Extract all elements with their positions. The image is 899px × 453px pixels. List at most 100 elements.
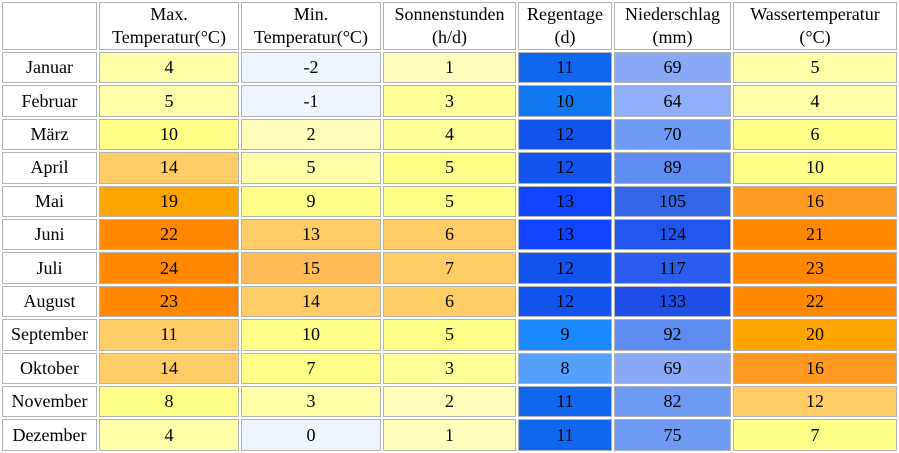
table-row: August 23 14 6 12 133 22 bbox=[2, 285, 897, 318]
month-label: September bbox=[2, 319, 97, 351]
month-label: August bbox=[2, 285, 97, 318]
water-temp-cell: 10 bbox=[733, 152, 897, 184]
precipitation-cell: 133 bbox=[614, 285, 731, 318]
precipitation-cell: 70 bbox=[614, 118, 731, 151]
precipitation-cell: 69 bbox=[614, 352, 731, 385]
rain-days-cell: 11 bbox=[518, 52, 612, 84]
column-header-min-temp: Min. Temperatur(°C) bbox=[241, 2, 381, 50]
table-row: Juli 24 15 7 12 117 23 bbox=[2, 252, 897, 284]
min-temp-cell: 15 bbox=[241, 252, 381, 284]
max-temp-cell: 8 bbox=[99, 386, 239, 418]
max-temp-cell: 14 bbox=[99, 152, 239, 184]
rain-days-cell: 13 bbox=[518, 219, 612, 251]
sunshine-cell: 5 bbox=[383, 185, 516, 218]
table-row: Januar 4 -2 1 11 69 5 bbox=[2, 52, 897, 84]
table-row: Juni 22 13 6 13 124 21 bbox=[2, 219, 897, 251]
water-temp-cell: 16 bbox=[733, 352, 897, 385]
sunshine-cell: 3 bbox=[383, 85, 516, 117]
min-temp-cell: 3 bbox=[241, 386, 381, 418]
water-temp-cell: 23 bbox=[733, 252, 897, 284]
table-row: Mai 19 9 5 13 105 16 bbox=[2, 185, 897, 218]
max-temp-cell: 14 bbox=[99, 352, 239, 385]
month-label: November bbox=[2, 386, 97, 418]
month-label: Februar bbox=[2, 85, 97, 117]
water-temp-cell: 16 bbox=[733, 185, 897, 218]
min-temp-cell: 2 bbox=[241, 118, 381, 151]
rain-days-cell: 11 bbox=[518, 386, 612, 418]
max-temp-cell: 24 bbox=[99, 252, 239, 284]
precipitation-cell: 89 bbox=[614, 152, 731, 184]
min-temp-cell: 13 bbox=[241, 219, 381, 251]
month-label: April bbox=[2, 152, 97, 184]
sunshine-cell: 5 bbox=[383, 319, 516, 351]
month-label: Januar bbox=[2, 52, 97, 84]
water-temp-cell: 12 bbox=[733, 386, 897, 418]
min-temp-cell: 9 bbox=[241, 185, 381, 218]
min-temp-cell: -1 bbox=[241, 85, 381, 117]
column-header-precipitation: Niederschlag (mm) bbox=[614, 2, 731, 50]
max-temp-cell: 5 bbox=[99, 85, 239, 117]
precipitation-cell: 117 bbox=[614, 252, 731, 284]
rain-days-cell: 9 bbox=[518, 319, 612, 351]
precipitation-cell: 64 bbox=[614, 85, 731, 117]
sunshine-cell: 7 bbox=[383, 252, 516, 284]
rain-days-cell: 10 bbox=[518, 85, 612, 117]
column-header-rain-days: Regentage (d) bbox=[518, 2, 612, 50]
max-temp-cell: 4 bbox=[99, 419, 239, 451]
table-row: April 14 5 5 12 89 10 bbox=[2, 152, 897, 184]
sunshine-cell: 2 bbox=[383, 386, 516, 418]
min-temp-cell: -2 bbox=[241, 52, 381, 84]
precipitation-cell: 75 bbox=[614, 419, 731, 451]
precipitation-cell: 69 bbox=[614, 52, 731, 84]
sunshine-cell: 1 bbox=[383, 419, 516, 451]
corner-cell bbox=[2, 2, 97, 50]
table-row: September 11 10 5 9 92 20 bbox=[2, 319, 897, 351]
max-temp-cell: 11 bbox=[99, 319, 239, 351]
table-row: März 10 2 4 12 70 6 bbox=[2, 118, 897, 151]
header-row: Max. Temperatur(°C) Min. Temperatur(°C) So… bbox=[2, 2, 897, 50]
min-temp-cell: 5 bbox=[241, 152, 381, 184]
month-label: Oktober bbox=[2, 352, 97, 385]
water-temp-cell: 5 bbox=[733, 52, 897, 84]
max-temp-cell: 22 bbox=[99, 219, 239, 251]
sunshine-cell: 3 bbox=[383, 352, 516, 385]
month-label: Mai bbox=[2, 185, 97, 218]
month-label: Juni bbox=[2, 219, 97, 251]
column-header-sunshine: Sonnenstunden (h/d) bbox=[383, 2, 516, 50]
precipitation-cell: 82 bbox=[614, 386, 731, 418]
table-row: Dezember 4 0 1 11 75 7 bbox=[2, 419, 897, 451]
water-temp-cell: 7 bbox=[733, 419, 897, 451]
max-temp-cell: 19 bbox=[99, 185, 239, 218]
sunshine-cell: 6 bbox=[383, 285, 516, 318]
column-header-water-temp: Wassertemperatur (°C) bbox=[733, 2, 897, 50]
sunshine-cell: 6 bbox=[383, 219, 516, 251]
sunshine-cell: 1 bbox=[383, 52, 516, 84]
water-temp-cell: 6 bbox=[733, 118, 897, 151]
water-temp-cell: 20 bbox=[733, 319, 897, 351]
min-temp-cell: 0 bbox=[241, 419, 381, 451]
rain-days-cell: 13 bbox=[518, 185, 612, 218]
min-temp-cell: 7 bbox=[241, 352, 381, 385]
water-temp-cell: 22 bbox=[733, 285, 897, 318]
month-label: Juli bbox=[2, 252, 97, 284]
max-temp-cell: 23 bbox=[99, 285, 239, 318]
min-temp-cell: 14 bbox=[241, 285, 381, 318]
precipitation-cell: 92 bbox=[614, 319, 731, 351]
max-temp-cell: 4 bbox=[99, 52, 239, 84]
table-row: Februar 5 -1 3 10 64 4 bbox=[2, 85, 897, 117]
sunshine-cell: 5 bbox=[383, 152, 516, 184]
table-row: November 8 3 2 11 82 12 bbox=[2, 386, 897, 418]
rain-days-cell: 12 bbox=[518, 118, 612, 151]
precipitation-cell: 124 bbox=[614, 219, 731, 251]
min-temp-cell: 10 bbox=[241, 319, 381, 351]
table-row: Oktober 14 7 3 8 69 16 bbox=[2, 352, 897, 385]
water-temp-cell: 21 bbox=[733, 219, 897, 251]
month-label: März bbox=[2, 118, 97, 151]
month-label: Dezember bbox=[2, 419, 97, 451]
rain-days-cell: 12 bbox=[518, 285, 612, 318]
rain-days-cell: 12 bbox=[518, 152, 612, 184]
rain-days-cell: 12 bbox=[518, 252, 612, 284]
max-temp-cell: 10 bbox=[99, 118, 239, 151]
water-temp-cell: 4 bbox=[733, 85, 897, 117]
